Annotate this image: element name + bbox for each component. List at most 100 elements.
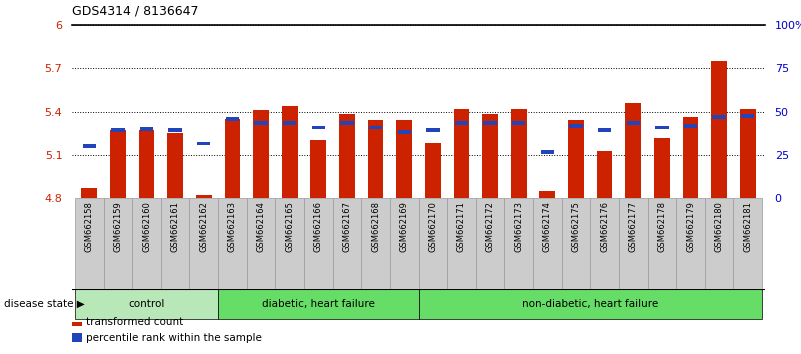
Bar — [570, 124, 582, 128]
Text: GSM662159: GSM662159 — [114, 201, 123, 252]
Bar — [676, 198, 705, 290]
Bar — [711, 61, 727, 198]
Bar — [619, 198, 647, 290]
Bar — [72, 333, 83, 342]
Text: control: control — [128, 298, 165, 309]
Text: GSM662181: GSM662181 — [743, 201, 752, 252]
Text: GSM662178: GSM662178 — [658, 201, 666, 252]
Text: GSM662175: GSM662175 — [571, 201, 581, 252]
Text: GSM662160: GSM662160 — [142, 201, 151, 252]
Bar — [190, 198, 218, 290]
Bar — [140, 127, 153, 131]
Text: GSM662180: GSM662180 — [714, 201, 723, 252]
Bar — [72, 318, 83, 326]
Bar — [484, 121, 497, 125]
Text: GSM662162: GSM662162 — [199, 201, 208, 252]
Text: GSM662163: GSM662163 — [228, 201, 237, 252]
Text: GSM662176: GSM662176 — [600, 201, 609, 252]
Bar — [741, 114, 755, 118]
Text: percentile rank within the sample: percentile rank within the sample — [87, 333, 262, 343]
Bar — [740, 109, 755, 198]
Bar — [418, 198, 447, 290]
Text: GSM662179: GSM662179 — [686, 201, 695, 252]
Bar — [626, 103, 641, 198]
Bar — [197, 142, 211, 145]
Bar — [304, 198, 332, 290]
Bar — [368, 120, 384, 198]
Bar — [447, 198, 476, 290]
Bar — [103, 198, 132, 290]
Bar — [168, 129, 182, 132]
Bar — [75, 289, 218, 319]
Text: GSM662177: GSM662177 — [629, 201, 638, 252]
Text: GSM662166: GSM662166 — [314, 201, 323, 252]
Text: GSM662169: GSM662169 — [400, 201, 409, 252]
Text: GSM662171: GSM662171 — [457, 201, 466, 252]
Bar — [247, 198, 276, 290]
Bar — [682, 117, 698, 198]
Bar — [255, 121, 268, 125]
Bar — [361, 198, 390, 290]
Bar — [218, 289, 418, 319]
Bar — [339, 114, 355, 198]
Bar — [598, 129, 611, 132]
Bar — [82, 188, 97, 198]
Bar — [626, 121, 640, 125]
Bar — [167, 133, 183, 198]
Text: GSM662161: GSM662161 — [171, 201, 179, 252]
Bar — [426, 129, 440, 132]
Text: non-diabetic, heart failure: non-diabetic, heart failure — [522, 298, 658, 309]
Bar — [312, 126, 325, 129]
Text: GDS4314 / 8136647: GDS4314 / 8136647 — [72, 5, 199, 18]
Bar — [226, 117, 239, 121]
Bar — [110, 130, 126, 198]
Bar — [425, 143, 441, 198]
Text: GSM662158: GSM662158 — [85, 201, 94, 252]
Bar — [397, 130, 411, 133]
Bar — [540, 191, 555, 198]
Text: GSM662172: GSM662172 — [485, 201, 494, 252]
Bar — [224, 119, 240, 198]
Bar — [453, 109, 469, 198]
Bar — [476, 198, 505, 290]
Text: GSM662173: GSM662173 — [514, 201, 523, 252]
Bar — [541, 150, 554, 154]
Bar — [511, 109, 526, 198]
Text: GSM662174: GSM662174 — [543, 201, 552, 252]
Bar — [654, 138, 670, 198]
Bar — [512, 121, 525, 125]
Bar — [161, 198, 190, 290]
Bar — [418, 289, 762, 319]
Bar — [390, 198, 418, 290]
Bar — [705, 198, 734, 290]
Bar — [562, 198, 590, 290]
Text: GSM662168: GSM662168 — [371, 201, 380, 252]
Text: GSM662167: GSM662167 — [343, 201, 352, 252]
Bar — [734, 198, 762, 290]
Text: GSM662165: GSM662165 — [285, 201, 294, 252]
Bar — [684, 124, 697, 128]
Bar — [647, 198, 676, 290]
Bar — [590, 198, 619, 290]
Text: disease state ▶: disease state ▶ — [4, 298, 85, 309]
Text: GSM662170: GSM662170 — [429, 201, 437, 252]
Bar — [332, 198, 361, 290]
Bar — [218, 198, 247, 290]
Bar — [597, 150, 613, 198]
Bar — [505, 198, 533, 290]
Bar — [369, 126, 382, 129]
Bar — [139, 130, 155, 198]
Bar — [482, 114, 498, 198]
Bar — [533, 198, 562, 290]
Bar — [283, 121, 296, 125]
Bar — [455, 121, 468, 125]
Bar — [111, 129, 125, 132]
Bar — [253, 110, 269, 198]
Bar — [276, 198, 304, 290]
Bar — [712, 115, 726, 119]
Bar — [196, 195, 211, 198]
Text: transformed count: transformed count — [87, 317, 183, 327]
Bar — [311, 141, 326, 198]
Bar — [282, 106, 297, 198]
Bar — [83, 144, 96, 148]
